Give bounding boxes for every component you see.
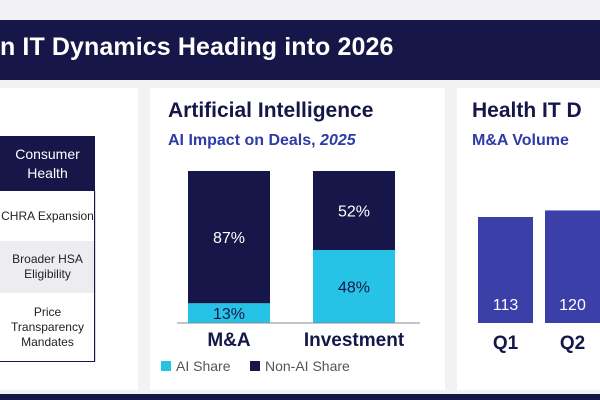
data-label: 48% (338, 280, 370, 297)
bottom-bar (0, 394, 600, 400)
subtitle-prefix: AI Impact on Deals, (168, 132, 321, 149)
section-title-health-it: Health IT D (472, 99, 582, 122)
volume-bar (478, 217, 533, 323)
section-subtitle-ai: AI Impact on Deals, 2025 (168, 132, 356, 150)
page-title: n IT Dynamics Heading into 2026 (0, 33, 394, 61)
bar-segment-ai (188, 303, 270, 323)
table-cell-text: Transparency (11, 320, 84, 334)
category-label: M&A (207, 330, 251, 351)
volume-bar (545, 210, 600, 323)
bar-segment-non-ai (188, 171, 270, 304)
legend-swatch-ai (161, 361, 171, 371)
section-subtitle-health-it: M&A Volume (472, 132, 569, 149)
category-label: Q1 (493, 333, 519, 354)
bar-segment-non-ai (313, 171, 395, 251)
table-cell-text: Eligibility (24, 267, 71, 281)
data-label: 120 (559, 297, 586, 314)
data-label: 13% (213, 306, 245, 323)
category-label: Investment (304, 330, 405, 351)
table-row: CHRA Expansion (0, 191, 96, 241)
bar-segment-ai (313, 250, 395, 323)
data-label: 87% (213, 230, 245, 247)
category-label: Q2 (560, 333, 585, 354)
legend-label: AI Share (176, 358, 231, 374)
title-banner (0, 20, 600, 80)
table-row: Price Transparency Mandates (0, 293, 96, 362)
data-label: 113 (493, 297, 519, 314)
legend-swatch-non-ai (250, 361, 260, 371)
table-header: Consumer Health (0, 136, 95, 191)
table-header-line: Consumer (15, 145, 80, 162)
table-cell-text: Mandates (21, 335, 74, 349)
table-cell-text: Price (33, 305, 62, 319)
legend-label: Non-AI Share (265, 358, 350, 374)
table-header-line: Health (27, 164, 68, 181)
section-title-ai: Artificial Intelligence (168, 99, 374, 122)
data-label: 52% (338, 204, 370, 221)
table-row: Broader HSA Eligibility (0, 241, 96, 293)
subtitle-year: 2025 (320, 132, 356, 149)
table-cell-text: CHRA Expansion (1, 208, 94, 223)
table-cell-text: Broader HSA (12, 252, 83, 266)
